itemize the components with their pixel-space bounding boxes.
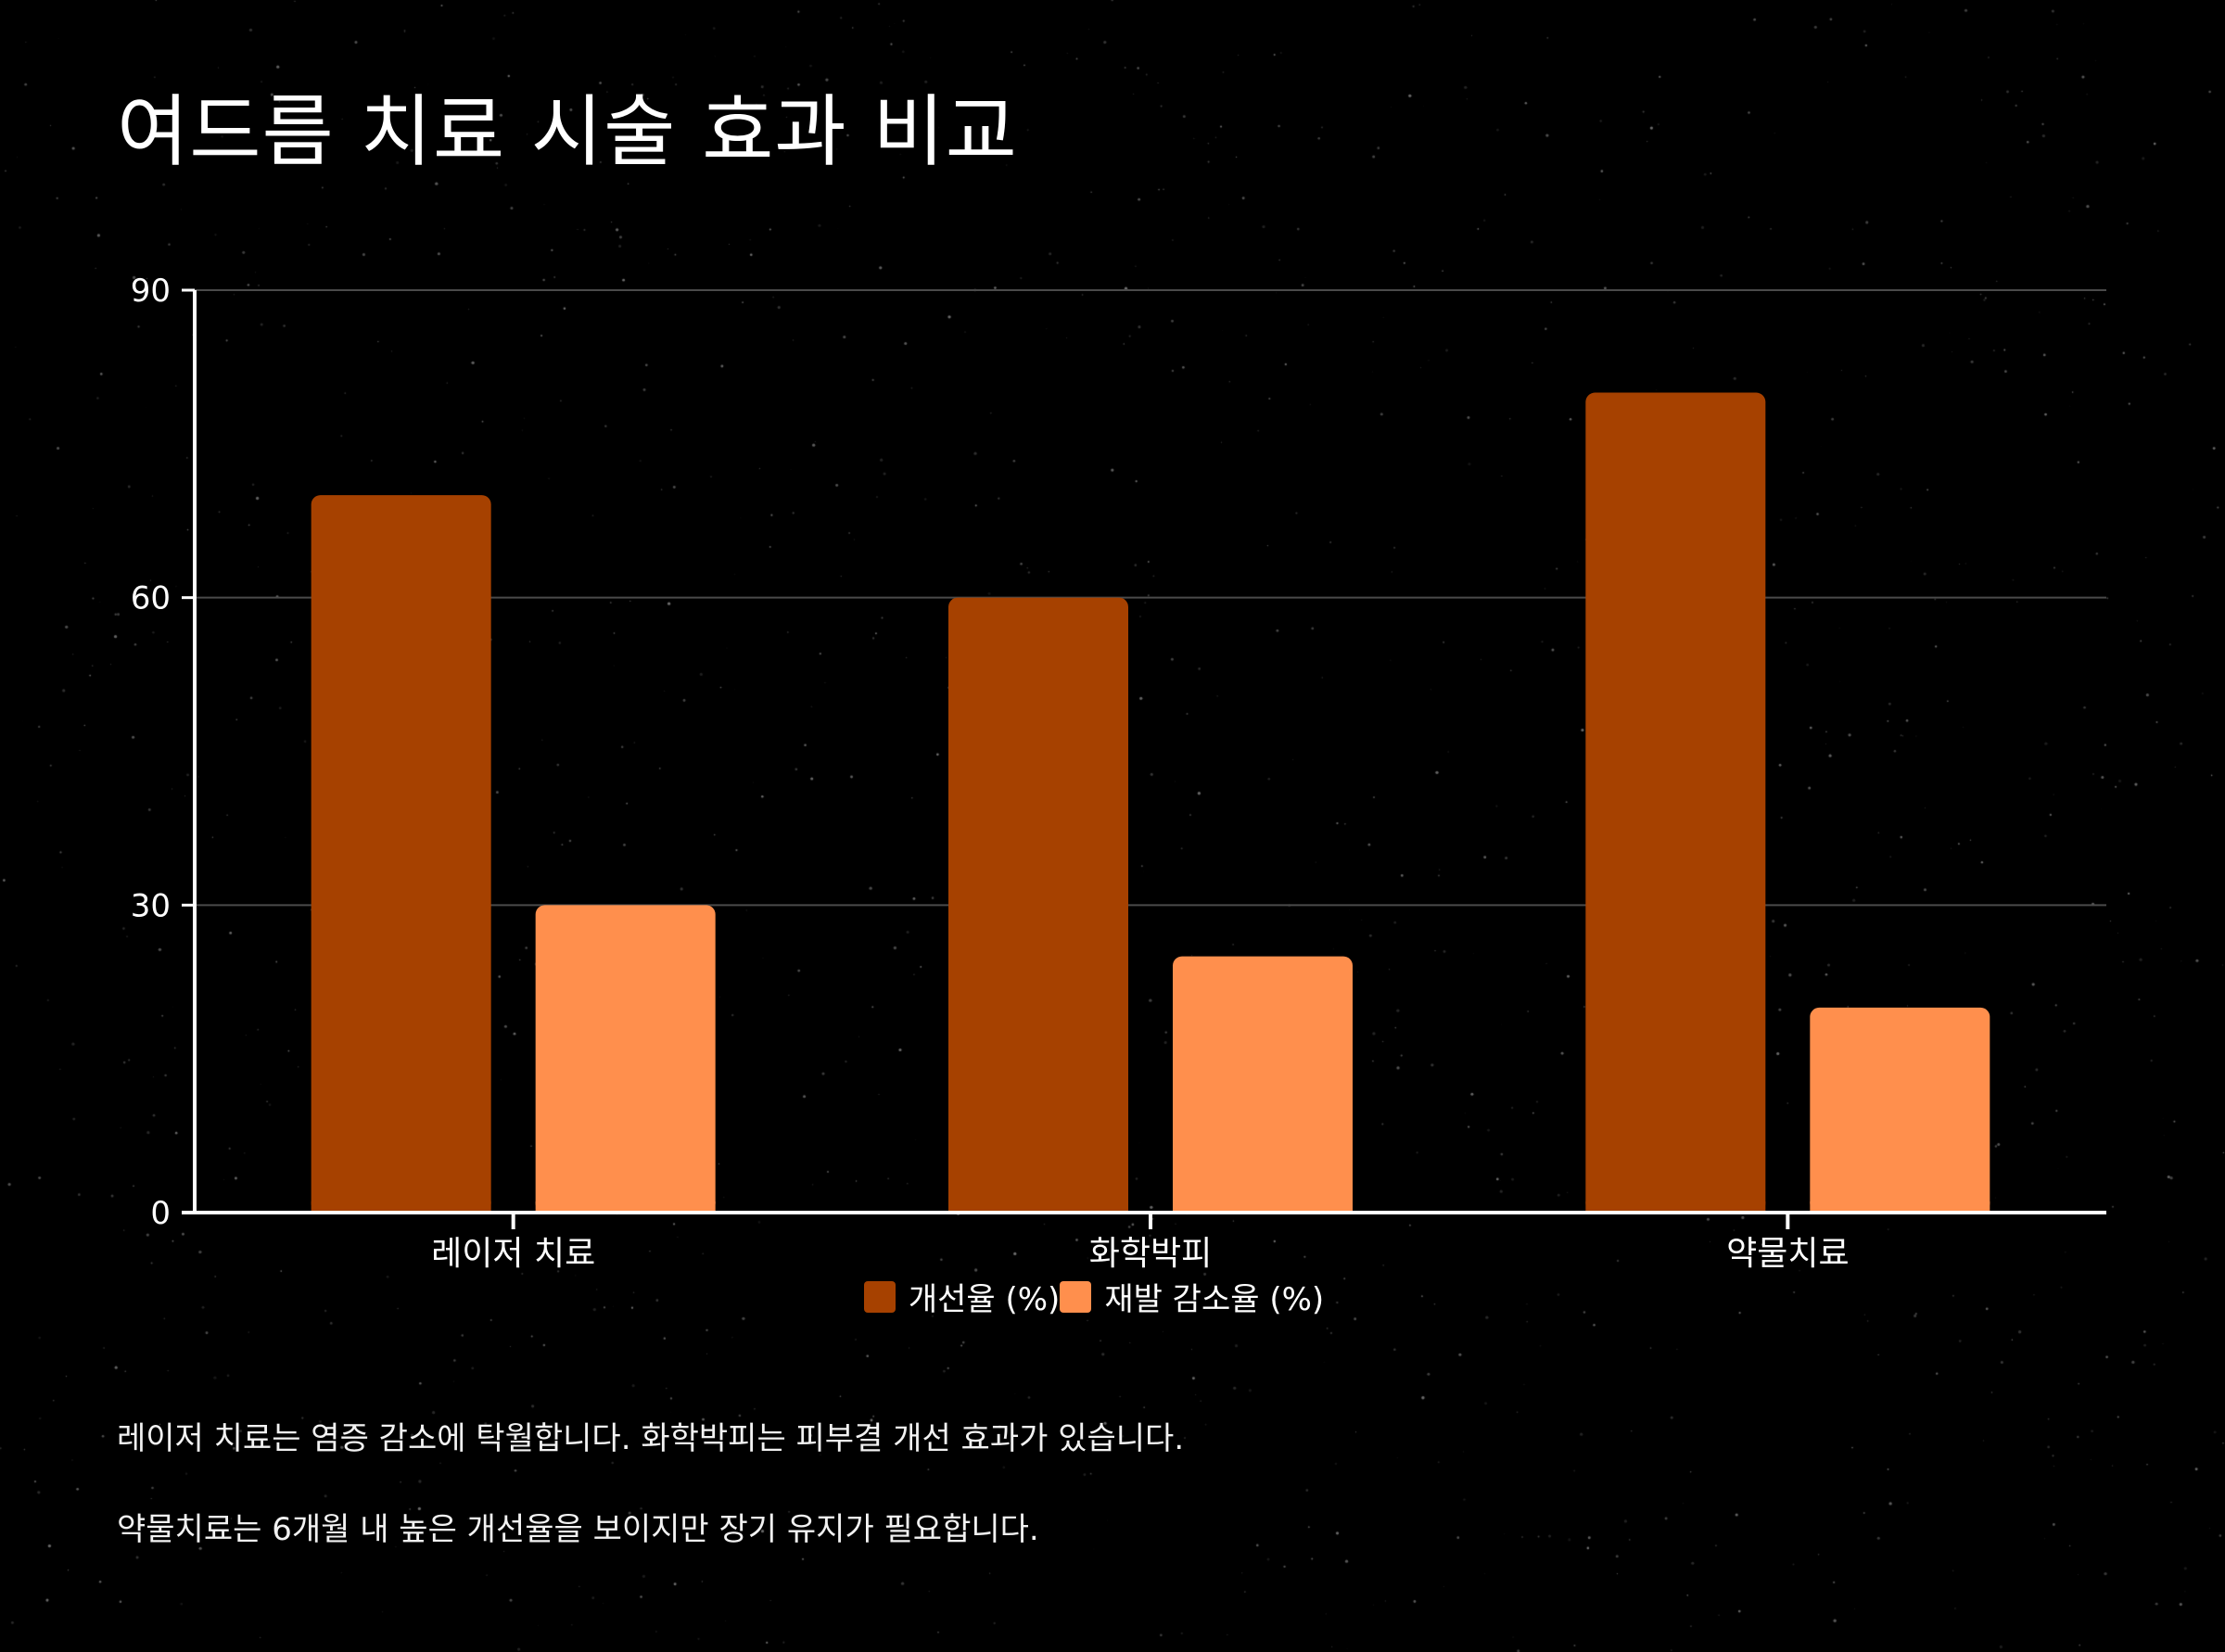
bar-improvement-0	[311, 495, 491, 1213]
grid-lines	[195, 289, 2106, 907]
bar-base-relapse-0	[535, 1201, 716, 1213]
legend-swatch-relapse	[1060, 1280, 1092, 1313]
bar-base-improvement-2	[1585, 1201, 1766, 1213]
chart-title: 여드름 치료 시술 효과 비교	[117, 86, 1018, 177]
x-tick-label-0: 레이저 치료	[431, 1235, 595, 1273]
tick-labels: 0 30 60 90 레이저 치료 화학박피 약물치료	[131, 273, 1850, 1273]
caption-line-1: 레이저 치료는 염증 감소에 탁월합니다. 화학박피는 피부결 개선 효과가 있…	[117, 1420, 1185, 1457]
legend-swatch-improvement	[863, 1280, 896, 1313]
legend-item-relapse[interactable]: 재발 감소율 (%)	[1060, 1274, 1324, 1319]
legend: 개선율 (%) 재발 감소율 (%)	[0, 1274, 2225, 1319]
bar-base-improvement-1	[948, 1201, 1128, 1213]
bar-improvement-1	[948, 597, 1128, 1213]
legend-item-improvement[interactable]: 개선율 (%)	[863, 1274, 1061, 1319]
y-tick-label-60: 60	[131, 580, 171, 617]
axes	[182, 288, 2106, 1229]
legend-label-relapse: 재발 감소율 (%)	[1104, 1281, 1325, 1318]
y-tick-label-30: 30	[131, 887, 171, 924]
bar-relapse-1	[1173, 956, 1353, 1213]
x-tick-label-2: 약물치료	[1726, 1235, 1849, 1273]
bar-relapse-0	[535, 905, 716, 1213]
bar-base-improvement-0	[311, 1201, 491, 1213]
caption-line-2: 약물치료는 6개월 내 높은 개선율을 보이지만 장기 유지가 필요합니다.	[117, 1511, 1039, 1548]
legend-label-improvement: 개선율 (%)	[908, 1281, 1061, 1318]
x-tick-label-1: 화학박피	[1089, 1235, 1212, 1273]
y-tick-label-0: 0	[150, 1195, 171, 1232]
bar-base-relapse-2	[1810, 1201, 1990, 1213]
bar-base-relapse-1	[1173, 1201, 1353, 1213]
bars	[311, 392, 1990, 1213]
bar-improvement-2	[1585, 392, 1766, 1213]
y-tick-label-90: 90	[131, 273, 171, 310]
bar-relapse-2	[1810, 1007, 1990, 1213]
